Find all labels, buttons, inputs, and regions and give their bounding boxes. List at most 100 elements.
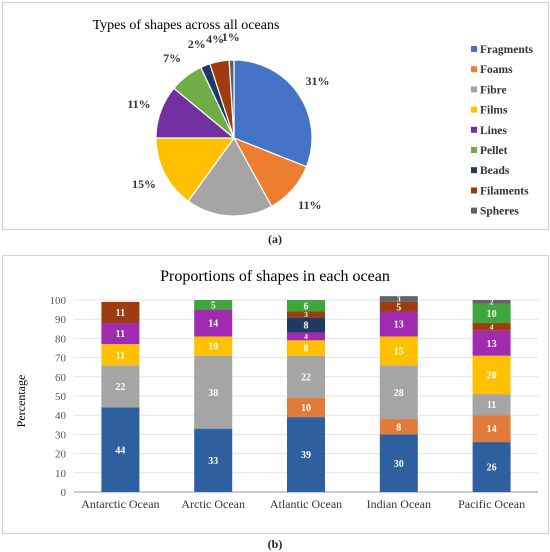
bar-value-label: 44	[115, 445, 125, 456]
bar-value-label: 22	[115, 382, 125, 393]
legend-label-fragments: Fragments	[480, 44, 534, 56]
bar-value-label: 15	[394, 346, 404, 357]
pie-slice-fibre	[187, 136, 273, 217]
x-tick-label-pacific-ocean: Pacific Ocean	[458, 497, 525, 511]
x-tick-label-indian-ocean: Indian Ocean	[367, 497, 431, 511]
bar-value-label: 10	[487, 309, 497, 320]
legend-swatch-pellet	[471, 147, 477, 153]
bar-value-label: 20	[487, 370, 497, 381]
y-tick-label: 40	[55, 410, 67, 422]
bar-segment-pacific-ocean-films	[472, 355, 511, 395]
bar-segment-atlantic-ocean-fibre	[287, 355, 325, 398]
pie-label-beads: 2%	[188, 37, 206, 51]
bar-segment-antarctic-ocean-films	[101, 344, 140, 366]
legend-label-fibre: Fibre	[480, 84, 507, 96]
pie-label-foams: 11%	[298, 198, 321, 212]
bar-segment-indian-ocean-fragments	[379, 434, 418, 492]
bar-value-label: 28	[394, 388, 404, 399]
bar-value-label: 11	[116, 308, 125, 319]
legend-swatch-lines	[471, 126, 477, 133]
x-tick-label-antarctic-ocean: Antarctic Ocean	[81, 497, 159, 511]
bar-value-label: 11	[116, 350, 125, 361]
pie-label-films: 15%	[132, 177, 156, 191]
bar-segment-pacific-ocean-fragments	[472, 442, 511, 492]
pie-label-lines: 11%	[127, 97, 150, 111]
bar-segment-pacific-ocean-spheres	[472, 300, 511, 304]
x-tick-label-atlantic-ocean: Atlantic Ocean	[270, 497, 342, 511]
bar-segment-antarctic-ocean-fibre	[101, 365, 140, 408]
stacked-bar-chart: Proportions of shapes in each ocean Perc…	[14, 268, 538, 511]
bar-segment-pacific-ocean-fibre	[472, 394, 511, 416]
bar-value-label: 10	[208, 342, 218, 353]
caption-a: (a)	[268, 232, 282, 246]
y-tick-label: 100	[50, 295, 67, 307]
bar-value-label: 13	[394, 320, 404, 331]
bar-segment-indian-ocean-spheres	[379, 296, 418, 302]
bar-value-label: 6	[304, 301, 309, 312]
bar-segment-indian-ocean-fibre	[379, 365, 418, 420]
legend-swatch-beads	[471, 167, 477, 174]
pie-label-spheres: 1%	[222, 30, 240, 44]
bar-value-label: 8	[304, 344, 309, 355]
bar-value-label: 3	[304, 310, 308, 319]
legend-label-lines: Lines	[480, 125, 507, 137]
legend-label-films: Films	[480, 105, 508, 117]
bar-segment-atlantic-ocean-fragments	[287, 417, 325, 492]
bar-value-label: 5	[396, 302, 401, 313]
y-tick-label: 80	[55, 333, 67, 345]
y-tick-label: 90	[55, 314, 67, 326]
bar-value-label: 26	[487, 463, 497, 474]
legend-swatch-foams	[471, 66, 477, 73]
bar-value-label: 4	[490, 323, 494, 332]
bar-segment-pacific-ocean-lines	[472, 330, 511, 356]
bar-segment-atlantic-ocean-lines	[287, 332, 325, 341]
bar-segment-arctic-ocean-films	[194, 336, 233, 356]
y-tick-label: 70	[55, 353, 67, 365]
bar-value-label: 22	[301, 372, 311, 383]
y-tick-label: 60	[55, 372, 67, 384]
y-tick-label: 30	[55, 429, 67, 441]
bar-value-label: 11	[487, 400, 496, 411]
legend-label-spheres: Spheres	[480, 206, 519, 218]
y-tick-label: 50	[55, 391, 67, 403]
pie-label-fragments: 31%	[306, 74, 330, 88]
bar-segment-atlantic-ocean-foams	[287, 397, 325, 418]
bar-value-label: 13	[487, 339, 497, 350]
legend-swatch-films	[471, 106, 477, 113]
x-tick-label-arctic-ocean: Arctic Ocean	[181, 497, 245, 511]
y-tick-label: 10	[55, 468, 67, 480]
bar-segment-indian-ocean-foams	[379, 419, 418, 435]
bar-segment-arctic-ocean-pellet	[194, 300, 233, 310]
legend-label-beads: Beads	[480, 165, 510, 177]
bar-segment-indian-ocean-films	[379, 336, 418, 366]
bar-value-label: 3	[397, 295, 401, 304]
bar-chart-panel: Proportions of shapes in each ocean Perc…	[2, 255, 549, 534]
bar-value-label: 11	[116, 329, 125, 340]
bar-segment-indian-ocean-lines	[379, 311, 418, 337]
pie-label-filaments: 4%	[206, 32, 224, 46]
bar-segment-pacific-ocean-pellet	[472, 303, 511, 324]
pie-slice-spheres	[228, 59, 235, 139]
bar-value-label: 38	[208, 388, 218, 399]
bar-value-label: 33	[208, 456, 218, 467]
legend-label-foams: Foams	[480, 64, 513, 76]
pie-label-pellet: 7%	[163, 51, 181, 65]
caption-b: (b)	[267, 537, 283, 551]
bar-segment-pacific-ocean-foams	[472, 415, 511, 443]
bar-segment-arctic-ocean-fragments	[194, 428, 233, 492]
bar-value-label: 2	[490, 298, 494, 307]
bar-segment-indian-ocean-filaments	[379, 301, 418, 312]
bar-value-label: 14	[487, 424, 497, 435]
legend-label-pellet: Pellet	[480, 145, 508, 157]
bar-segment-arctic-ocean-fibre	[194, 355, 233, 429]
bar-value-label: 10	[301, 403, 311, 414]
bar-segment-atlantic-ocean-pellet	[287, 300, 325, 312]
pie-slice-films	[155, 137, 236, 202]
legend-swatch-fibre	[471, 86, 477, 93]
pie-title: Types of shapes across all oceans	[93, 18, 280, 33]
bar-value-label: 5	[211, 300, 216, 311]
y-tick-label: 20	[55, 449, 67, 461]
bar-segment-antarctic-ocean-filaments	[101, 301, 140, 324]
legend-swatch-filaments	[471, 187, 477, 194]
legend-swatch-fragments	[471, 46, 477, 52]
